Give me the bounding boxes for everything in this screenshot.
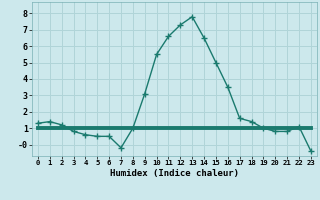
X-axis label: Humidex (Indice chaleur): Humidex (Indice chaleur) xyxy=(110,169,239,178)
